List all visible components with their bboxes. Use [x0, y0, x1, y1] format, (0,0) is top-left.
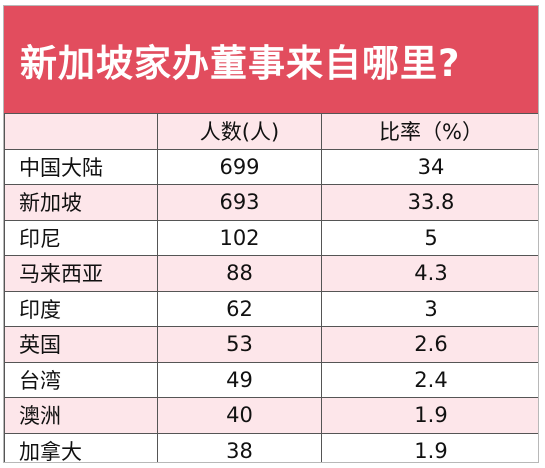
table-row: 中国大陆 699 34 — [4, 148, 538, 185]
cell-count: 88 — [157, 255, 322, 292]
cell-name: 中国大陆 — [4, 148, 158, 185]
cell-name: 台湾 — [4, 361, 158, 398]
data-table: 人数(人) 比率（%） 中国大陆 699 34 新加坡 693 33.8 印尼 102 5 马来西… — [4, 113, 538, 462]
cell-count: 53 — [157, 326, 322, 363]
cell-ratio: 1.9 — [321, 397, 538, 434]
cell-ratio: 3 — [321, 290, 538, 327]
table-row: 台湾 49 2.4 — [4, 361, 538, 398]
cell-name: 新加坡 — [4, 184, 158, 221]
table-row: 新加坡 693 33.8 — [4, 184, 538, 221]
header-row: 人数(人) 比率（%） — [4, 113, 538, 150]
cell-count: 49 — [157, 361, 322, 398]
cell-ratio: 2.4 — [321, 361, 538, 398]
cell-ratio: 5 — [321, 219, 538, 256]
table-body: 中国大陆 699 34 新加坡 693 33.8 印尼 102 5 马来西亚 88 4.3 印度 62 3 英… — [4, 148, 538, 462]
cell-name: 澳洲 — [4, 397, 158, 434]
cell-ratio: 33.8 — [321, 184, 538, 221]
cell-ratio: 1.9 — [321, 432, 538, 462]
table-row: 印尼 102 5 — [4, 219, 538, 256]
header-name — [4, 113, 158, 150]
cell-name: 英国 — [4, 326, 158, 363]
table-row: 加拿大 38 1.9 — [4, 432, 538, 462]
header-count: 人数(人) — [157, 113, 322, 150]
cell-name: 印尼 — [4, 219, 158, 256]
chart-title: 新加坡家办董事来自哪里? — [20, 41, 461, 85]
cell-count: 40 — [157, 397, 322, 434]
cell-count: 62 — [157, 290, 322, 327]
cell-name: 印度 — [4, 290, 158, 327]
cell-count: 693 — [157, 184, 322, 221]
table-row: 马来西亚 88 4.3 — [4, 255, 538, 292]
table-row: 英国 53 2.6 — [4, 326, 538, 363]
cell-count: 102 — [157, 219, 322, 256]
cell-count: 38 — [157, 432, 322, 462]
cell-count: 699 — [157, 148, 322, 185]
table-row: 印度 62 3 — [4, 290, 538, 327]
header-ratio: 比率（%） — [321, 113, 538, 150]
table-card: 新加坡家办董事来自哪里? 人数(人) 比率（%） 中国大陆 699 34 新加坡 693… — [3, 5, 539, 463]
cell-name: 马来西亚 — [4, 255, 158, 292]
cell-name: 加拿大 — [4, 432, 158, 462]
cell-ratio: 2.6 — [321, 326, 538, 363]
cell-ratio: 34 — [321, 148, 538, 185]
table-row: 澳洲 40 1.9 — [4, 397, 538, 434]
title-bar: 新加坡家办董事来自哪里? — [4, 6, 538, 113]
cell-ratio: 4.3 — [321, 255, 538, 292]
